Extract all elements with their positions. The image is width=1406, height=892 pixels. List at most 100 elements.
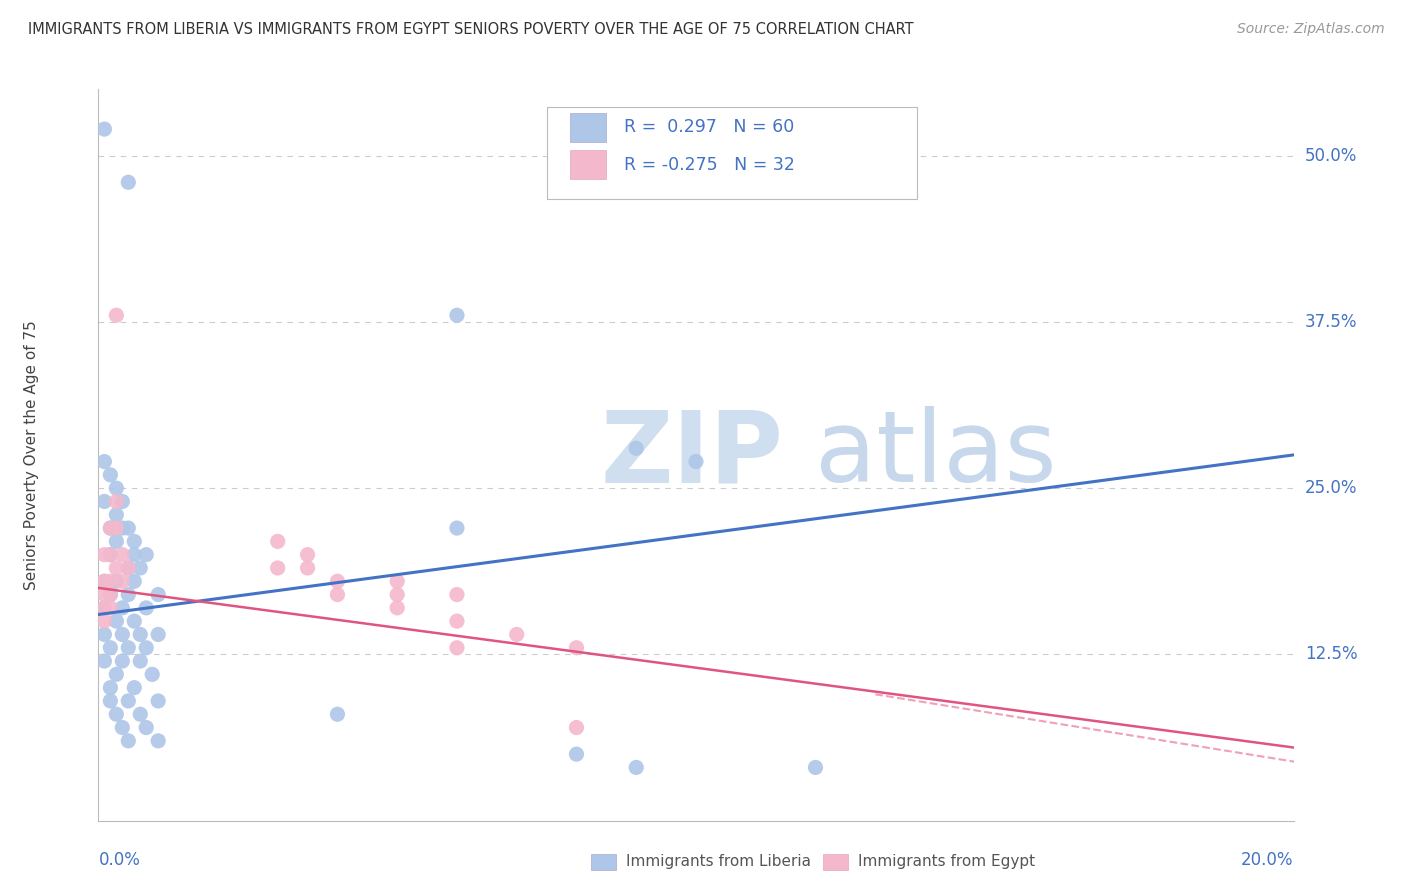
Text: 37.5%: 37.5%	[1305, 313, 1357, 331]
Point	[297, 548, 319, 562]
Point	[135, 600, 157, 615]
Point	[105, 308, 128, 322]
Point	[135, 721, 157, 735]
Point	[129, 627, 152, 641]
Point	[565, 640, 588, 655]
Point	[385, 574, 409, 589]
Point	[111, 654, 134, 668]
Point	[93, 627, 115, 641]
Point	[98, 521, 122, 535]
Point	[565, 721, 588, 735]
Text: R =  0.297   N = 60: R = 0.297 N = 60	[624, 119, 794, 136]
Point	[98, 694, 122, 708]
Point	[105, 521, 128, 535]
Point	[93, 574, 115, 589]
Point	[93, 600, 115, 615]
Point	[93, 548, 115, 562]
Point	[446, 588, 468, 602]
Point	[326, 588, 349, 602]
Point	[117, 640, 139, 655]
Point	[111, 600, 134, 615]
Point	[98, 681, 122, 695]
Point	[624, 760, 647, 774]
Text: 12.5%: 12.5%	[1305, 646, 1357, 664]
FancyBboxPatch shape	[547, 108, 917, 199]
Point	[111, 574, 134, 589]
Point	[105, 534, 128, 549]
Point	[685, 454, 707, 468]
Point	[148, 588, 170, 602]
Point	[135, 548, 157, 562]
Point	[117, 175, 139, 189]
Point	[804, 760, 827, 774]
Point	[117, 561, 139, 575]
Point	[105, 561, 128, 575]
Point	[105, 481, 128, 495]
Point	[93, 600, 115, 615]
Point	[105, 667, 128, 681]
Point	[124, 534, 146, 549]
Point	[98, 467, 122, 482]
Point	[446, 521, 468, 535]
Text: IMMIGRANTS FROM LIBERIA VS IMMIGRANTS FROM EGYPT SENIORS POVERTY OVER THE AGE OF: IMMIGRANTS FROM LIBERIA VS IMMIGRANTS FR…	[28, 22, 914, 37]
Point	[385, 600, 409, 615]
Point	[141, 667, 163, 681]
Point	[267, 561, 290, 575]
Point	[111, 627, 134, 641]
Point	[506, 627, 529, 641]
Point	[446, 614, 468, 628]
Point	[98, 521, 122, 535]
Point	[111, 721, 134, 735]
Point	[93, 494, 115, 508]
Text: 50.0%: 50.0%	[1305, 146, 1357, 165]
Text: R = -0.275   N = 32: R = -0.275 N = 32	[624, 155, 796, 174]
Point	[111, 494, 134, 508]
Point	[124, 574, 146, 589]
Point	[124, 548, 146, 562]
Point	[297, 561, 319, 575]
Point	[98, 588, 122, 602]
Point	[105, 574, 128, 589]
Point	[385, 588, 409, 602]
Point	[326, 574, 349, 589]
Point	[129, 561, 152, 575]
Point	[98, 548, 122, 562]
Text: Seniors Poverty Over the Age of 75: Seniors Poverty Over the Age of 75	[24, 320, 39, 590]
Point	[117, 561, 139, 575]
Point	[111, 548, 134, 562]
Point	[135, 640, 157, 655]
Point	[117, 588, 139, 602]
Point	[98, 574, 122, 589]
Point	[129, 707, 152, 722]
Point	[267, 534, 290, 549]
Point	[93, 654, 115, 668]
Point	[148, 734, 170, 748]
Point	[565, 747, 588, 761]
Point	[117, 734, 139, 748]
Point	[148, 694, 170, 708]
Point	[93, 614, 115, 628]
Point	[93, 454, 115, 468]
Point	[93, 588, 115, 602]
Point	[148, 627, 170, 641]
Point	[111, 521, 134, 535]
Text: Immigrants from Liberia: Immigrants from Liberia	[626, 855, 811, 869]
Point	[98, 640, 122, 655]
Point	[93, 122, 115, 136]
Point	[98, 600, 122, 615]
Point	[129, 654, 152, 668]
Point	[105, 707, 128, 722]
Point	[105, 614, 128, 628]
Point	[117, 521, 139, 535]
Point	[446, 308, 468, 322]
FancyBboxPatch shape	[571, 150, 606, 179]
Point	[624, 442, 647, 456]
Text: 20.0%: 20.0%	[1241, 851, 1294, 869]
Point	[326, 707, 349, 722]
Point	[105, 508, 128, 522]
Text: Source: ZipAtlas.com: Source: ZipAtlas.com	[1237, 22, 1385, 37]
Point	[446, 640, 468, 655]
FancyBboxPatch shape	[571, 112, 606, 142]
Text: atlas: atlas	[815, 407, 1057, 503]
Text: ZIP: ZIP	[600, 407, 783, 503]
